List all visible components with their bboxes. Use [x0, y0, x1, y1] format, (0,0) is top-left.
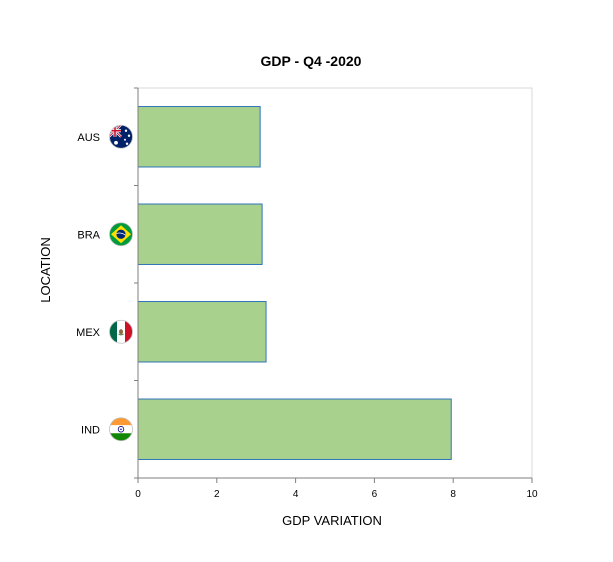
y-category-label: IND [81, 424, 100, 436]
india-flag-icon [109, 417, 133, 442]
x-tick-label: 6 [372, 489, 378, 500]
mexico-flag-icon [109, 319, 133, 344]
brazil-flag-icon [109, 222, 133, 247]
y-category-label: AUS [77, 132, 100, 144]
x-tick-label: 4 [293, 489, 299, 500]
bar-aus [137, 106, 261, 168]
x-axis-title: GDP VARIATION [282, 513, 382, 528]
bar-ind [137, 398, 452, 460]
bar-mex [137, 301, 267, 363]
chart-title: GDP - Q4 -2020 [261, 53, 362, 69]
australia-flag-icon [109, 124, 133, 149]
x-tick-label: 8 [450, 489, 456, 500]
y-category-label: BRA [77, 229, 100, 241]
bar-bra [137, 203, 263, 265]
y-category-label: MEX [76, 327, 101, 339]
x-tick-label: 10 [526, 489, 538, 500]
y-axis: AUS BRA MEX IND [76, 87, 139, 479]
bars-group [137, 106, 452, 460]
x-tick-label: 0 [135, 489, 141, 500]
x-tick-label: 2 [214, 489, 220, 500]
x-axis: 0 2 4 6 8 10 [135, 477, 538, 500]
y-axis-title: LOCATION [38, 237, 53, 303]
